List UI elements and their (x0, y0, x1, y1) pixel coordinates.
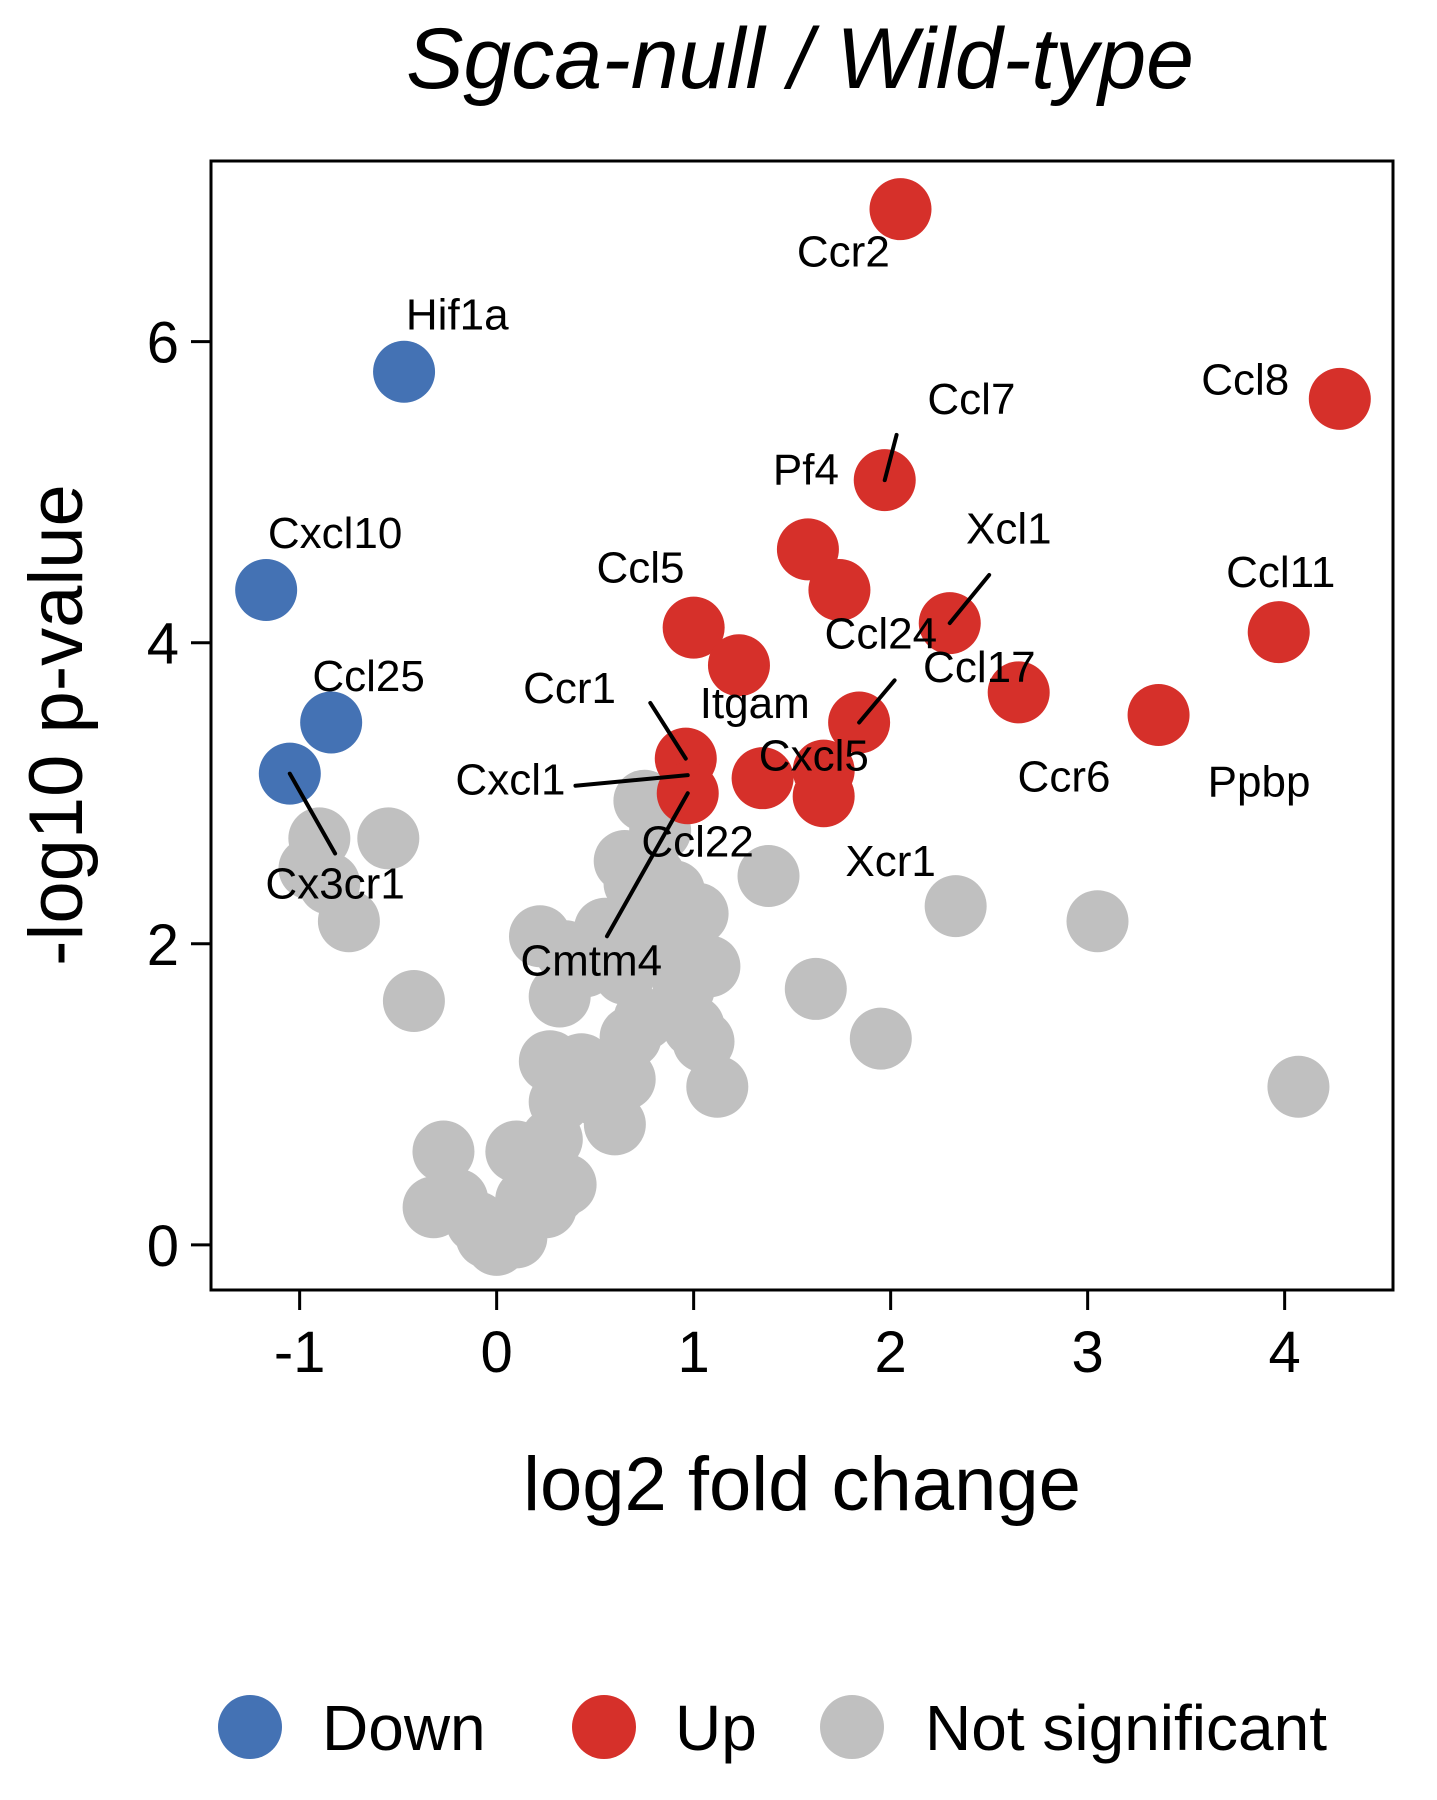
y-tick-label: 2 (147, 913, 179, 978)
legend-swatch-up (572, 1695, 636, 1759)
gene-label-cmtm4: Cmtm4 (520, 936, 662, 985)
axes-layer: -1 0 1 2 3 4 0 2 4 6 (147, 311, 1301, 1385)
point-not-significant-4 (357, 807, 420, 870)
point-up-16 (792, 739, 855, 802)
x-tick-label: 0 (481, 1320, 513, 1385)
gene-label-pf4: Pf4 (773, 446, 839, 495)
label-connector-5 (947, 572, 992, 626)
x-tick-label: 4 (1269, 1320, 1301, 1385)
label-connector-3 (604, 791, 690, 939)
x-tick-label: 1 (678, 1320, 710, 1385)
y-axis-title: -log10 p-value (14, 484, 99, 966)
gene-label-ccl8: Ccl8 (1201, 355, 1289, 404)
gene-label-cx3cr1: Cx3cr1 (265, 860, 404, 909)
gene-label-cxcl10: Cxcl10 (268, 509, 403, 558)
gene-label-ccl24: Ccl24 (825, 610, 938, 659)
point-not-significant-50 (686, 1055, 749, 1118)
label-connector-6 (857, 678, 897, 725)
point-not-significant-3 (317, 890, 380, 953)
gene-label-ccl5: Ccl5 (596, 543, 684, 592)
label-connector-4 (882, 432, 899, 483)
gene-label-xcr1: Xcr1 (845, 837, 935, 886)
gene-label-cxcl1: Cxcl1 (455, 756, 565, 805)
point-up-ccl17 (987, 661, 1050, 724)
point-up-cxcl5 (731, 747, 794, 810)
chart-title: Sgca-null / Wild-type (406, 11, 1194, 107)
label-connector-0 (287, 771, 338, 856)
x-axis-title: log2 fold change (523, 1442, 1081, 1527)
gene-label-cxcl5: Cxcl5 (759, 732, 869, 781)
legend-swatch-down (218, 1695, 282, 1759)
label-connector-1 (648, 700, 688, 761)
x-tick-label: 2 (875, 1320, 907, 1385)
legend-label-down: Down (322, 1692, 486, 1764)
gene-label-ccl22: Ccl22 (641, 817, 754, 866)
gene-label-itgam: Itgam (700, 679, 810, 728)
point-not-significant-56 (924, 875, 987, 938)
marks-layer: Ccr2 Hif1a Ccl7 Ccl8 Pf4 Xcl1 Cxcl10 Ccl5 Ccl11 C… (235, 178, 1371, 1276)
point-down-cxcl10 (235, 559, 298, 622)
x-tick-label: -1 (274, 1320, 326, 1385)
gene-label-ccr1: Ccr1 (523, 664, 616, 713)
point-not-significant-57 (1066, 890, 1129, 953)
point-not-significant-5 (382, 969, 445, 1032)
point-up-itgam (707, 634, 770, 697)
gene-label-ccr2: Ccr2 (797, 227, 890, 276)
y-tick-label: 0 (147, 1214, 179, 1279)
point-not-significant-53 (737, 845, 800, 908)
point-up-4 (808, 559, 871, 622)
point-down-ccl25 (300, 691, 363, 754)
legend-label-not-significant: Not significant (925, 1692, 1327, 1764)
legend-label-up: Up (675, 1692, 757, 1764)
point-up-ccr2 (869, 178, 932, 241)
gene-label-ccr6: Ccr6 (1018, 753, 1111, 802)
y-tick-label: 4 (147, 612, 179, 677)
point-not-significant-58 (1267, 1055, 1330, 1118)
point-up-ppbp (1127, 683, 1190, 746)
x-tick-label: 3 (1072, 1320, 1104, 1385)
gene-label-ppbp: Ppbp (1208, 757, 1311, 806)
gene-label-ccl25: Ccl25 (312, 652, 425, 701)
label-connector-2 (573, 773, 690, 788)
gene-label-hif1a: Hif1a (406, 291, 509, 340)
point-up-ccl11 (1247, 601, 1310, 664)
legend: Down Up Not significant (218, 1692, 1327, 1764)
gene-label-ccl7: Ccl7 (927, 375, 1015, 424)
gene-label-xcl1: Xcl1 (966, 504, 1052, 553)
y-tick-label: 6 (147, 311, 179, 376)
point-not-significant-55 (849, 1007, 912, 1070)
gene-label-ccl11: Ccl11 (1226, 548, 1335, 597)
point-down-hif1a (373, 340, 436, 403)
legend-swatch-not-significant (820, 1695, 884, 1759)
gene-label-ccl17: Ccl17 (923, 643, 1036, 692)
point-not-significant-54 (784, 957, 847, 1020)
plot-panel (209, 159, 1395, 1292)
point-not-significant-6 (412, 1120, 475, 1183)
point-up-ccl8 (1308, 367, 1371, 430)
point-up-ccl5 (662, 596, 725, 659)
